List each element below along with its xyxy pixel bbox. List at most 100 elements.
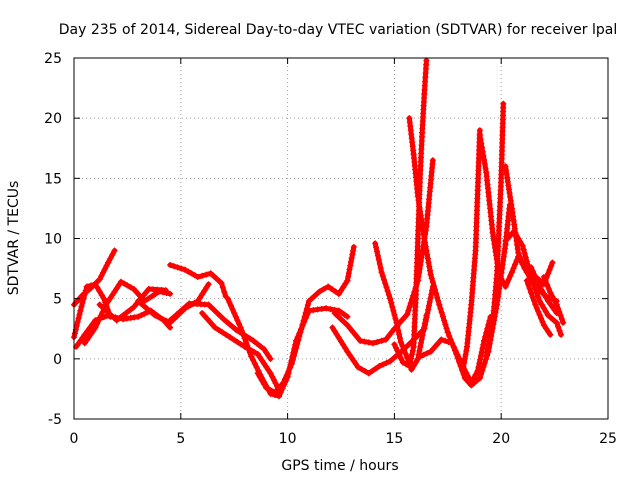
data-point-marker [226,299,233,306]
data-point-marker [109,251,116,258]
data-point-marker [380,361,387,368]
data-point-marker [459,367,466,374]
data-point-marker [486,338,493,345]
data-point-marker [427,267,433,274]
data-point-marker [381,276,388,283]
data-point-marker [229,306,236,313]
data-point-marker [416,347,423,354]
data-point-marker [378,269,385,276]
y-tick-label: 5 [53,292,62,308]
data-point-marker [238,341,245,348]
data-point-marker [540,305,547,312]
data-point-marker [130,304,137,311]
data-point-marker [250,357,257,364]
data-point-marker [318,305,325,312]
data-point-marker [461,355,468,362]
data-point-marker [417,353,424,360]
data-point-marker [481,161,488,168]
data-point-marker [487,330,494,337]
data-point-marker [79,334,86,341]
data-point-marker [417,344,424,351]
data-point-marker [539,318,546,325]
y-axis-label: SDTVAR / TECUs [6,181,22,296]
data-point-marker [344,322,351,329]
data-point-marker [277,389,284,396]
data-point-marker [352,331,359,338]
data-point-marker [536,311,543,318]
data-point-marker [92,281,99,288]
data-point-marker [254,370,261,377]
data-point-marker [374,248,381,255]
data-point-marker [425,302,432,309]
data-point-marker [515,235,522,242]
data-point-marker [131,314,138,321]
data-point-marker [478,349,485,356]
data-point-marker [297,329,304,336]
data-point-marker [179,306,186,313]
data-point-marker [538,287,545,294]
data-point-marker [199,291,206,298]
data-point-marker [127,306,134,313]
data-point-marker [482,165,489,172]
data-point-marker [525,281,532,288]
data-point-marker [543,308,550,315]
data-point-marker [434,294,441,301]
data-point-marker [155,314,162,321]
data-point-marker [422,239,429,246]
data-point-marker [81,291,88,298]
data-point-marker [385,291,392,298]
data-point-marker [289,356,296,363]
data-point-marker [436,301,443,308]
data-point-marker [219,329,226,336]
data-point-marker [113,317,120,324]
data-point-marker [540,322,547,329]
data-point-marker [536,283,543,290]
data-point-marker [82,287,89,294]
data-point-marker [340,284,347,291]
data-point-marker [430,345,437,352]
data-point-marker [263,384,270,391]
data-point-marker [71,330,78,337]
data-point-marker [369,367,376,374]
data-point-marker [461,359,468,366]
data-point-marker [75,340,82,347]
data-point-marker [256,373,263,380]
data-point-marker [105,298,112,305]
data-point-marker [74,319,81,326]
data-point-marker [483,349,490,356]
data-point-marker [338,287,344,294]
data-point-marker [350,247,357,254]
data-point-marker [201,287,208,294]
data-point-marker [111,247,118,254]
data-point-marker [105,259,112,266]
data-point-marker [383,359,390,366]
x-tick-label: 15 [385,431,403,447]
data-point-marker [396,331,403,338]
data-point-marker [346,325,353,332]
data-point-marker [123,309,130,316]
data-point-marker [240,331,247,338]
data-point-marker [344,348,351,355]
data-point-marker [481,359,488,366]
data-point-marker [478,140,485,147]
data-point-marker [553,301,560,308]
data-point-marker [485,342,492,349]
data-point-marker [454,351,461,358]
data-point-marker [236,320,243,327]
data-point-marker [477,352,484,359]
data-point-marker [433,290,440,297]
data-point-marker [555,305,562,312]
data-point-marker [221,288,228,295]
data-point-marker [234,317,241,324]
data-point-marker [256,354,263,361]
data-point-marker [466,376,473,383]
data-point-marker [449,340,456,347]
data-point-marker [377,265,384,272]
data-point-marker [376,260,383,267]
data-point-marker [421,320,428,327]
data-point-marker [379,272,386,279]
data-point-marker [420,328,427,335]
series-arc-5 [96,286,169,324]
data-point-marker [265,367,272,374]
data-point-marker [528,289,535,296]
